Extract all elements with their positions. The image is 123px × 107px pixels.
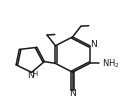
Text: N: N xyxy=(69,89,76,98)
Text: H: H xyxy=(32,71,37,77)
Text: N: N xyxy=(90,40,96,49)
Text: N: N xyxy=(27,71,34,80)
Text: NH$_2$: NH$_2$ xyxy=(102,57,119,70)
